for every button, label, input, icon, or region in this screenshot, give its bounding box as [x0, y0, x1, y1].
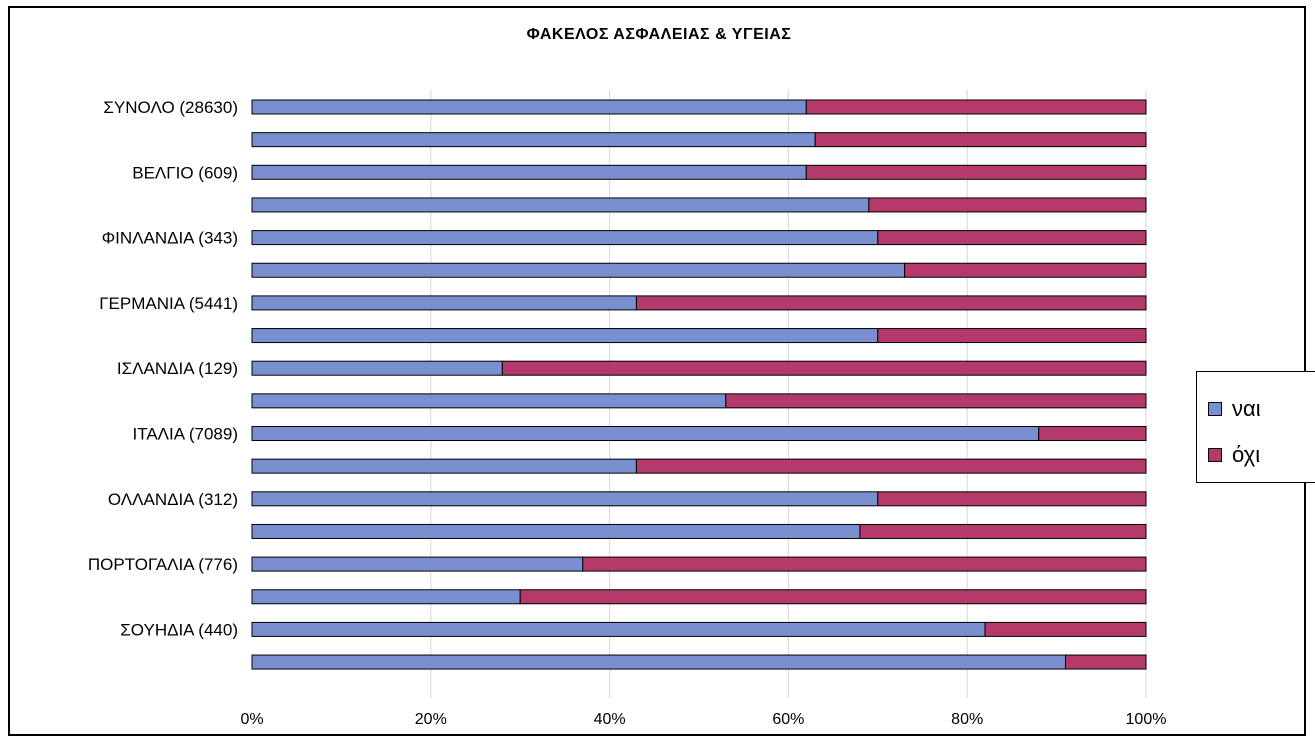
y-category-label: ΙΤΑΛΙΑ (7089): [132, 425, 238, 444]
bar-segment-no: [877, 230, 1147, 246]
bar-segment-yes: [251, 164, 807, 180]
y-category-label: ΣΥΝΟΛΟ (28630): [103, 98, 238, 117]
y-category-label: ΦΙΝΛΑΝΔΙΑ (343): [102, 229, 238, 248]
y-category-label: ΟΛΛΑΝΔΙΑ (312): [108, 490, 238, 509]
legend-label-yes: ναι: [1232, 396, 1261, 421]
bar-segment-no: [635, 458, 1147, 474]
bar-segment-no: [501, 360, 1147, 376]
bar-segment-no: [814, 132, 1147, 148]
x-tick-label: 0%: [240, 711, 263, 728]
y-category-label: ΙΣΛΑΝΔΙΑ (129): [117, 359, 238, 378]
bar-segment-yes: [251, 426, 1040, 441]
bar-segment-no: [984, 621, 1147, 637]
bar-segment-yes: [251, 589, 521, 605]
legend: ναι όχι: [1196, 371, 1315, 483]
bar-segment-yes: [251, 393, 727, 409]
bar-segment-yes: [251, 360, 503, 376]
bar-segment-no: [1065, 654, 1147, 670]
legend-item-yes: ναι: [1208, 396, 1261, 422]
x-tick-label: 100%: [1126, 711, 1167, 728]
bar-segment-yes: [251, 295, 637, 311]
bar-segment-no: [877, 491, 1147, 507]
legend-swatch-no: [1208, 448, 1222, 462]
y-category-label: ΣΟΥΗΔΙΑ (440): [120, 620, 238, 639]
bar-segment-yes: [251, 132, 816, 148]
bar-segment-yes: [251, 262, 906, 278]
legend-label-no: όχι: [1232, 442, 1261, 467]
bar-segment-no: [635, 295, 1147, 311]
y-category-label: ΒΕΛΓΙΟ (609): [132, 163, 238, 182]
x-tick-label: 40%: [594, 711, 626, 728]
x-tick-label: 60%: [772, 711, 804, 728]
bar-segment-yes: [251, 197, 870, 213]
x-tick-label: 20%: [415, 711, 447, 728]
bar-segment-no: [519, 589, 1147, 605]
bar-segment-yes: [251, 523, 861, 539]
bar-chart: 0% 20% 40% 60% 80% 100% ΣΥΝΟΛΟ (28630) ΒΕΛΓΙΟ (…: [88, 90, 1167, 728]
bar-segment-no: [805, 99, 1147, 115]
bar-segment-yes: [251, 556, 584, 572]
bar-segment-yes: [251, 621, 986, 637]
bar-segment-no: [859, 523, 1147, 539]
bar-segment-yes: [251, 328, 879, 344]
bar-segment-no: [805, 164, 1147, 180]
legend-swatch-yes: [1208, 402, 1222, 416]
legend-item-no: όχι: [1208, 442, 1260, 468]
y-category-label: ΓΕΡΜΑΝΙΑ (5441): [99, 294, 238, 313]
y-category-label: ΠΟΡΤΟΓΑΛΙΑ (776): [88, 555, 238, 574]
bar-segment-no: [725, 393, 1147, 409]
bar-segment-no: [904, 262, 1147, 278]
x-tick-label: 80%: [951, 711, 983, 728]
bar-segment-no: [582, 556, 1147, 572]
chart-title: ΦΑΚΕΛΟΣ ΑΣΦΑΛΕΙΑΣ & ΥΓΕΙΑΣ: [526, 26, 792, 43]
bar-segment-no: [877, 328, 1147, 344]
bar-segment-no: [868, 197, 1147, 213]
bar-segment-yes: [251, 458, 637, 474]
bar-segment-yes: [251, 654, 1067, 670]
bar-segment-yes: [251, 99, 807, 115]
bar-segment-yes: [251, 491, 879, 507]
chart-frame: ΦΑΚΕΛΟΣ ΑΣΦΑΛΕΙΑΣ & ΥΓΕΙΑΣ 0% 20% 40% 60% 80…: [8, 6, 1315, 736]
bar-segment-no: [1038, 426, 1147, 441]
bar-segment-yes: [251, 230, 879, 246]
